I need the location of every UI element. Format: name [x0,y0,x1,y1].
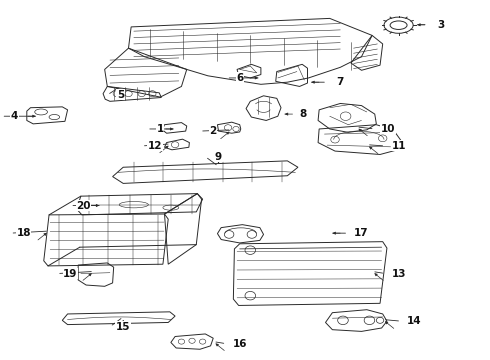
Text: 6: 6 [236,73,244,83]
Text: 8: 8 [299,109,307,119]
Text: 15: 15 [116,322,130,332]
Text: 3: 3 [437,20,444,30]
Text: 18: 18 [16,228,31,238]
Text: 20: 20 [76,201,91,211]
Text: 4: 4 [11,111,18,121]
Text: 10: 10 [381,124,395,134]
Text: 9: 9 [215,152,222,162]
Text: 12: 12 [147,141,162,151]
Text: 7: 7 [337,77,344,87]
Text: 19: 19 [63,269,77,279]
Text: 14: 14 [407,316,422,326]
Text: 17: 17 [354,228,369,238]
Text: 11: 11 [392,141,406,151]
Text: 5: 5 [117,90,124,100]
Text: 2: 2 [210,126,217,136]
Text: 13: 13 [392,269,406,279]
Text: 1: 1 [157,124,164,134]
Text: 16: 16 [232,339,247,349]
